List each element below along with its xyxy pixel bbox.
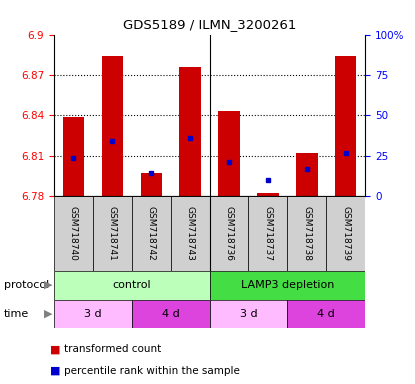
- Text: transformed count: transformed count: [64, 344, 161, 354]
- Text: LAMP3 depletion: LAMP3 depletion: [241, 280, 334, 290]
- Text: control: control: [112, 280, 151, 290]
- Text: protocol: protocol: [4, 280, 49, 290]
- Bar: [287, 300, 365, 328]
- Bar: [210, 196, 249, 271]
- Bar: [93, 196, 132, 271]
- Text: GSM718743: GSM718743: [186, 206, 195, 261]
- Bar: [296, 153, 317, 196]
- Bar: [179, 67, 201, 196]
- Text: GSM718737: GSM718737: [264, 206, 272, 261]
- Bar: [218, 111, 240, 196]
- Bar: [171, 196, 210, 271]
- Text: 3 d: 3 d: [240, 309, 257, 319]
- Text: 4 d: 4 d: [317, 309, 335, 319]
- Text: 3 d: 3 d: [84, 309, 102, 319]
- Bar: [249, 196, 287, 271]
- Bar: [132, 300, 210, 328]
- Title: GDS5189 / ILMN_3200261: GDS5189 / ILMN_3200261: [123, 18, 296, 31]
- Text: time: time: [4, 309, 29, 319]
- Bar: [54, 300, 132, 328]
- Text: 4 d: 4 d: [162, 309, 180, 319]
- Bar: [54, 271, 210, 300]
- Bar: [141, 173, 162, 196]
- Bar: [210, 271, 365, 300]
- Text: GSM718736: GSM718736: [225, 206, 234, 261]
- Bar: [210, 300, 287, 328]
- Bar: [335, 56, 356, 196]
- Bar: [132, 196, 171, 271]
- Text: ▶: ▶: [44, 309, 52, 319]
- Text: GSM718739: GSM718739: [341, 206, 350, 261]
- Bar: [287, 196, 326, 271]
- Text: ▶: ▶: [44, 280, 52, 290]
- Text: percentile rank within the sample: percentile rank within the sample: [64, 366, 240, 376]
- Bar: [257, 193, 278, 196]
- Text: ■: ■: [50, 366, 60, 376]
- Bar: [54, 196, 93, 271]
- Text: GSM718740: GSM718740: [69, 206, 78, 261]
- Text: ■: ■: [50, 344, 60, 354]
- Text: GSM718742: GSM718742: [147, 206, 156, 261]
- Bar: [102, 56, 123, 196]
- Bar: [63, 117, 84, 196]
- Text: GSM718738: GSM718738: [303, 206, 311, 261]
- Text: GSM718741: GSM718741: [108, 206, 117, 261]
- Bar: [326, 196, 365, 271]
